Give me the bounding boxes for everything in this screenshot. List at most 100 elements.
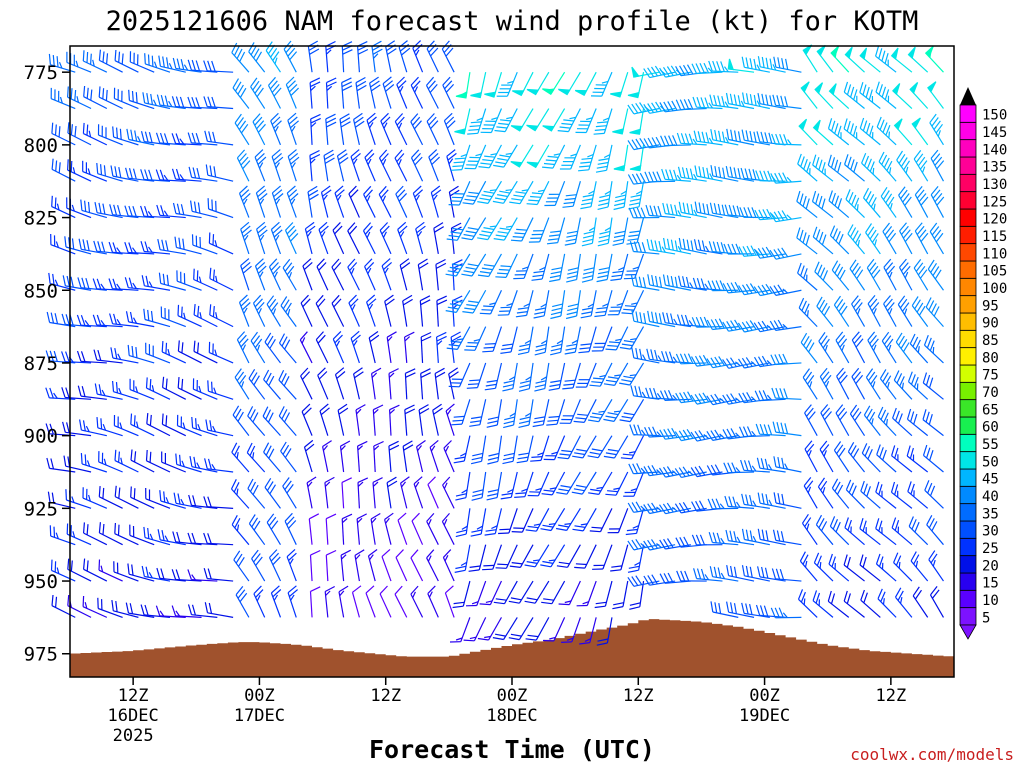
wind-barb bbox=[891, 517, 913, 546]
wind-barb bbox=[659, 390, 691, 401]
wind-barb bbox=[436, 331, 447, 363]
wind-barb bbox=[442, 549, 455, 582]
wind-barb bbox=[574, 71, 597, 97]
wind-barb bbox=[525, 508, 550, 532]
wind-barb bbox=[867, 295, 881, 327]
x-tick-label: 00Z bbox=[497, 686, 528, 706]
wind-barb bbox=[580, 290, 597, 319]
colorbar-swatch bbox=[959, 503, 977, 522]
wind-barb bbox=[753, 320, 786, 333]
wind-barb bbox=[96, 417, 123, 437]
wind-barb bbox=[263, 369, 281, 400]
wind-barb bbox=[404, 404, 416, 436]
wind-barb bbox=[92, 314, 123, 328]
wind-barb bbox=[426, 512, 439, 545]
wind-barb bbox=[325, 113, 337, 145]
wind-barb bbox=[146, 413, 171, 437]
wind-barb bbox=[578, 326, 597, 354]
wind-barb bbox=[892, 83, 913, 109]
colorbar-swatch bbox=[959, 468, 977, 487]
wind-barb bbox=[204, 458, 234, 473]
wind-barb bbox=[571, 471, 597, 495]
colorbar-swatch bbox=[959, 225, 977, 245]
colorbar-label: 105 bbox=[982, 264, 1007, 280]
wind-barb bbox=[61, 387, 92, 400]
x-tick-label: 2025 bbox=[113, 726, 154, 746]
wind-barb bbox=[882, 222, 897, 255]
wind-barb bbox=[559, 144, 581, 170]
wind-barb bbox=[556, 544, 581, 568]
wind-barb bbox=[432, 403, 443, 436]
x-tick-label: 19DEC bbox=[739, 706, 790, 726]
wind-barb bbox=[125, 311, 155, 328]
wind-barb bbox=[469, 399, 487, 427]
wind-barb bbox=[566, 253, 581, 283]
wind-barb bbox=[334, 185, 345, 218]
wind-barb bbox=[325, 513, 337, 545]
wind-barb bbox=[452, 580, 471, 609]
wind-barb bbox=[676, 132, 707, 146]
wind-barb bbox=[769, 210, 802, 223]
wind-barb bbox=[628, 463, 660, 475]
wind-barb bbox=[299, 331, 313, 364]
wind-barb bbox=[500, 326, 518, 354]
wind-barb bbox=[910, 551, 929, 582]
wind-barb bbox=[287, 585, 298, 618]
x-tick-label: 16DEC bbox=[108, 706, 159, 726]
wind-barb bbox=[587, 435, 613, 459]
wind-barb bbox=[757, 492, 786, 509]
wind-barb bbox=[230, 479, 250, 509]
wind-barb bbox=[282, 258, 297, 291]
wind-barb bbox=[471, 471, 487, 501]
wind-barb bbox=[662, 312, 691, 328]
wind-barb bbox=[930, 149, 945, 182]
wind-barb bbox=[140, 604, 171, 618]
wind-barb bbox=[380, 112, 392, 146]
wind-barb bbox=[175, 453, 202, 473]
wind-barb bbox=[300, 294, 313, 327]
wind-barb bbox=[394, 585, 408, 618]
wind-barb bbox=[307, 185, 319, 218]
colorbar-label: 100 bbox=[982, 281, 1007, 297]
wind-barb bbox=[98, 86, 123, 110]
wind-barb bbox=[204, 130, 234, 146]
wind-barb bbox=[94, 201, 123, 219]
wind-barb bbox=[207, 380, 234, 400]
wind-barb bbox=[741, 602, 770, 618]
wind-barb bbox=[413, 476, 424, 509]
wind-barb bbox=[631, 347, 660, 364]
wind-barb bbox=[690, 354, 723, 367]
wind-barb bbox=[61, 313, 92, 328]
wind-barb bbox=[674, 466, 707, 478]
wind-barb bbox=[310, 113, 321, 145]
wind-barb bbox=[443, 440, 455, 473]
wind-barb bbox=[516, 435, 534, 464]
wind-barb bbox=[812, 226, 834, 255]
wind-barb bbox=[453, 435, 471, 464]
wind-barb bbox=[365, 585, 376, 618]
wind-barb bbox=[113, 561, 139, 582]
wind-barb bbox=[363, 185, 376, 218]
wind-barb bbox=[193, 304, 218, 328]
wind-barb bbox=[530, 435, 550, 462]
wind-barb bbox=[572, 435, 597, 459]
wind-barb bbox=[895, 332, 913, 364]
wind-barb bbox=[205, 419, 234, 437]
wind-barb bbox=[67, 86, 92, 110]
wind-barb bbox=[883, 295, 897, 327]
wind-barb bbox=[411, 512, 424, 545]
wind-barb bbox=[694, 165, 723, 182]
wind-barb bbox=[450, 331, 462, 364]
wind-barb bbox=[861, 152, 881, 182]
wind-barb bbox=[369, 76, 381, 109]
wind-barb bbox=[284, 512, 297, 545]
wind-barb bbox=[62, 421, 92, 437]
wind-barb bbox=[643, 574, 676, 586]
wind-barb bbox=[866, 258, 881, 291]
wind-barb bbox=[644, 426, 676, 438]
wind-barb bbox=[798, 297, 818, 328]
wind-barb bbox=[610, 544, 629, 572]
wind-barb bbox=[238, 185, 251, 218]
wind-barb bbox=[364, 258, 376, 291]
wind-barb bbox=[845, 479, 865, 509]
